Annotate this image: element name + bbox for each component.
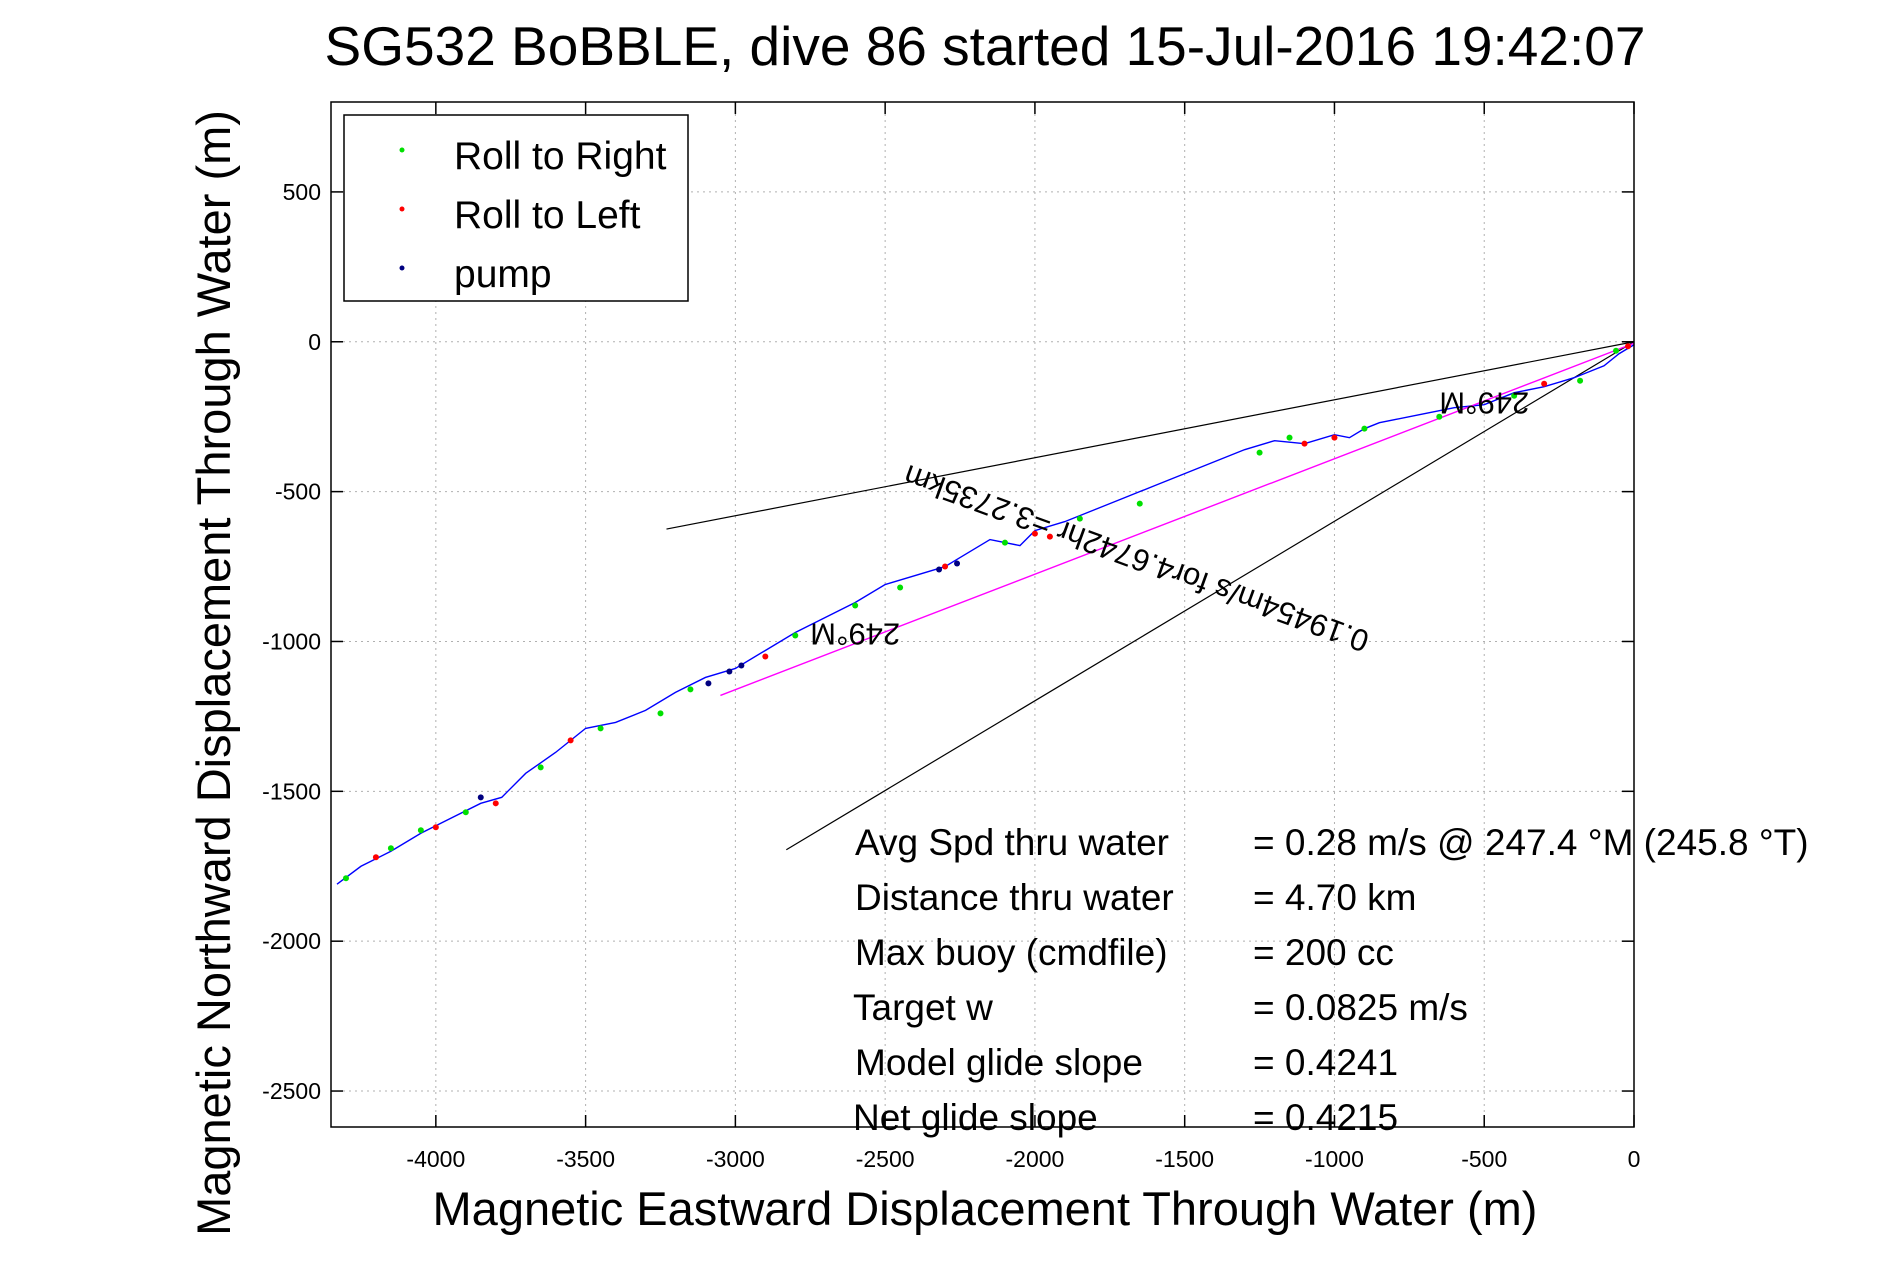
y-axis-label: Magnetic Northward Displacement Through … xyxy=(187,110,240,1236)
x-tick-label: 0 xyxy=(1628,1146,1641,1172)
heading-reference-line-0 xyxy=(666,341,1635,530)
legend-marker-roll-right xyxy=(399,147,405,153)
series-lines xyxy=(336,342,1635,885)
pump-point xyxy=(705,680,712,687)
reference-lines xyxy=(666,341,1635,851)
x-tick-label: -500 xyxy=(1461,1146,1507,1172)
y-tick-label: -2000 xyxy=(262,928,321,954)
roll-right-point xyxy=(792,632,799,639)
roll-left-point xyxy=(432,824,439,831)
roll-left-point xyxy=(1541,380,1548,387)
pump-point xyxy=(954,560,961,567)
roll-right-point xyxy=(1286,434,1293,441)
roll-left-point xyxy=(1301,440,1308,447)
stats-value-target-w: = 0.0825 m/s xyxy=(1253,987,1468,1028)
x-tick-label: -1500 xyxy=(1155,1146,1214,1172)
pump-point xyxy=(477,794,484,801)
roll-right-point xyxy=(1577,377,1584,384)
stats-label-net-glide: Net glide slope xyxy=(853,1097,1098,1138)
heading-annotation-1: 249°M xyxy=(1439,386,1529,421)
legend-marker-pump xyxy=(399,265,405,271)
stats-value-net-glide: = 0.4215 xyxy=(1253,1097,1398,1138)
legend-marker-roll-left xyxy=(399,206,405,212)
x-tick-label: -4000 xyxy=(406,1146,465,1172)
roll-left-point xyxy=(567,737,574,744)
stats-panel: Avg Spd thru water = 0.28 m/s @ 247.4 °M… xyxy=(853,822,1809,1138)
y-tick-label: -500 xyxy=(275,479,321,505)
y-tick-label: 500 xyxy=(283,179,321,205)
roll-right-point xyxy=(417,827,424,834)
series-line-mean-current xyxy=(720,342,1635,697)
x-tick-label: -1000 xyxy=(1305,1146,1364,1172)
heading-reference-line-1 xyxy=(785,341,1635,851)
roll-right-point xyxy=(597,725,604,732)
roll-left-point xyxy=(372,854,379,861)
roll-left-point xyxy=(492,800,499,807)
chart-title: SG532 BoBBLE, dive 86 started 15-Jul-201… xyxy=(325,15,1646,77)
legend-label-roll-left: Roll to Left xyxy=(454,194,641,237)
roll-right-point xyxy=(1001,539,1008,546)
y-tick-label: -1000 xyxy=(262,628,321,654)
roll-left-point xyxy=(1046,533,1053,540)
stats-label-target-w: Target w xyxy=(853,987,993,1028)
roll-right-point xyxy=(897,584,904,591)
x-tick-label: -2500 xyxy=(856,1146,915,1172)
roll-right-point xyxy=(687,686,694,693)
heading-annotation-2: 0.19454m/s for4.6742hr =3.2735km xyxy=(899,458,1373,659)
pump-point xyxy=(726,668,733,675)
stats-label-distance: Distance thru water xyxy=(855,877,1174,918)
x-tick-label: -3000 xyxy=(706,1146,765,1172)
roll-left-point xyxy=(942,563,949,570)
legend-label-pump: pump xyxy=(454,253,552,296)
roll-right-point xyxy=(387,845,394,852)
x-tick-labels: -4000 -3500 -3000 -2500 -2000 -1500 -1000 -500 0 xyxy=(406,102,1640,1172)
roll-left-point xyxy=(1625,343,1632,350)
roll-markers xyxy=(342,343,1632,882)
plot-frame xyxy=(330,101,1635,1128)
pump-point xyxy=(738,662,745,669)
y-tick-label: -2500 xyxy=(262,1078,321,1104)
roll-right-point xyxy=(462,809,469,816)
legend: Roll to Right Roll to Left pump xyxy=(343,114,689,302)
roll-right-point xyxy=(1613,347,1620,354)
roll-right-point xyxy=(1511,392,1518,399)
pump-point xyxy=(936,566,943,573)
stats-value-distance: = 4.70 km xyxy=(1253,877,1417,918)
x-tick-label: -3500 xyxy=(556,1146,615,1172)
stats-value-model-glide: = 0.4241 xyxy=(1253,1042,1398,1083)
stats-label-max-buoy: Max buoy (cmdfile) xyxy=(855,932,1168,973)
x-tick-label: -2000 xyxy=(1006,1146,1065,1172)
roll-right-point xyxy=(1256,449,1263,456)
roll-right-point xyxy=(1361,425,1368,432)
roll-right-point xyxy=(537,764,544,771)
stats-label-model-glide: Model glide slope xyxy=(855,1042,1143,1083)
roll-left-point xyxy=(1031,530,1038,537)
roll-right-point xyxy=(657,710,664,717)
roll-right-point xyxy=(1436,413,1443,420)
y-tick-labels: 500 0 -500 -1000 -1500 -2000 -2500 xyxy=(262,179,1634,1104)
legend-label-roll-right: Roll to Right xyxy=(454,135,667,178)
heading-annotation-0: 249°M xyxy=(810,616,900,651)
x-axis-label: Magnetic Eastward Displacement Through W… xyxy=(433,1182,1538,1235)
roll-right-point xyxy=(342,875,349,882)
stats-value-max-buoy: = 200 cc xyxy=(1253,932,1394,973)
series-line-track xyxy=(336,344,1635,885)
roll-right-point xyxy=(1136,500,1143,507)
roll-left-point xyxy=(1331,434,1338,441)
stats-value-avg-speed: = 0.28 m/s @ 247.4 °M (245.8 °T) xyxy=(1253,822,1809,863)
y-tick-label: 0 xyxy=(308,329,321,355)
stats-label-avg-speed: Avg Spd thru water xyxy=(855,822,1169,863)
roll-right-point xyxy=(1076,515,1083,522)
roll-left-point xyxy=(762,653,769,660)
y-tick-label: -1500 xyxy=(262,778,321,804)
roll-right-point xyxy=(852,602,859,609)
